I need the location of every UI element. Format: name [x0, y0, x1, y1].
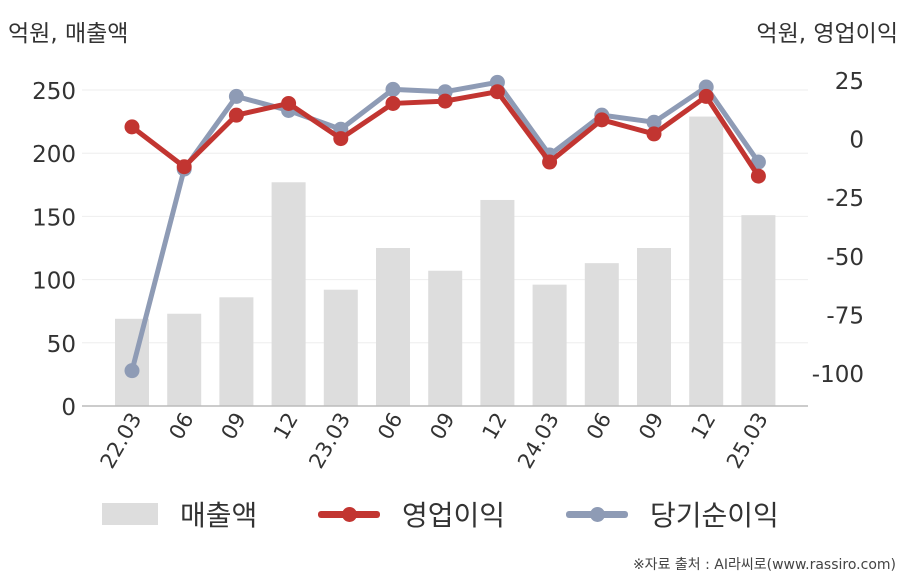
- left-axis-tick-label: 250: [32, 79, 76, 105]
- x-axis-tick-label: 12: [269, 409, 303, 444]
- left-axis-tick-label: 200: [32, 142, 76, 168]
- x-axis-tick-label: 12: [478, 409, 512, 444]
- left-axis-tick-label: 100: [32, 269, 76, 295]
- net-income-point: [385, 81, 401, 97]
- right-axis-tick-label: 0: [849, 128, 864, 154]
- x-axis-tick-label: 24.03: [513, 409, 564, 473]
- operating-income-point: [385, 95, 401, 111]
- operating-income-point: [646, 126, 662, 142]
- left-axis-unit-label: 억원, 매출액: [8, 21, 129, 47]
- net-income-legend-label: 당기순이익: [650, 499, 779, 532]
- operating-income-legend-label: 영업이익: [402, 499, 506, 532]
- source-note: ※자료 출처 : AI라씨로(www.rassiro.com): [632, 557, 896, 573]
- net-income-legend-swatch: [566, 503, 628, 525]
- operating-income-point: [594, 112, 610, 128]
- operating-income-point: [281, 95, 297, 111]
- operating-income-point: [542, 154, 558, 170]
- revenue-bar: [532, 284, 567, 406]
- x-axis-tick-label: 09: [425, 409, 459, 444]
- x-axis-tick-label: 06: [373, 409, 407, 444]
- revenue-bar: [584, 263, 619, 406]
- operating-income-point: [124, 119, 140, 135]
- revenue-bar: [376, 248, 410, 406]
- revenue-bar: [741, 215, 776, 406]
- revenue-bar: [428, 270, 463, 406]
- x-axis-tick-label: 25.03: [722, 409, 773, 473]
- right-axis-tick-label: -25: [826, 186, 864, 212]
- revenue-bar: [219, 297, 254, 406]
- net-income-point: [646, 114, 662, 130]
- right-axis-tick-label: -75: [826, 303, 864, 329]
- revenue-bar: [167, 313, 202, 406]
- x-axis-tick-label: 23.03: [304, 409, 355, 473]
- x-axis-tick-label: 06: [164, 409, 198, 444]
- revenue-legend-swatch: [102, 503, 158, 525]
- left-axis-tick-label: 50: [47, 332, 76, 358]
- operating-income-legend-swatch: [318, 503, 380, 525]
- operating-income-point: [333, 131, 349, 147]
- net-income-point: [750, 154, 766, 170]
- combo-chart: 0 50 100 150 200 250 -100 -75 -50 -25 0 25 22.03 06 09…: [32, 69, 864, 473]
- operating-income-point: [176, 159, 192, 175]
- legend-item-operating-income: 영업이익: [318, 494, 505, 534]
- right-axis-tick-label: 25: [835, 69, 864, 95]
- revenue-bar: [480, 199, 515, 406]
- operating-income-point: [750, 168, 766, 184]
- net-income-point: [228, 88, 244, 104]
- x-axis-tick-label: 09: [217, 409, 251, 444]
- legend-item-revenue: 매출액: [102, 494, 257, 534]
- x-axis-tick-label: 09: [634, 409, 668, 444]
- left-axis-tick-label: 150: [32, 205, 76, 231]
- revenue-bar: [323, 289, 358, 406]
- right-axis-tick-label: -100: [812, 362, 864, 388]
- revenue-legend-label: 매출액: [180, 499, 258, 532]
- operating-income-point: [698, 88, 714, 104]
- x-axis-tick-label: 12: [686, 409, 720, 444]
- right-axis-tick-label: -50: [826, 245, 864, 271]
- revenue-bar: [689, 116, 724, 406]
- legend-item-net-income: 당기순이익: [566, 494, 779, 534]
- x-axis-tick-label: 22.03: [95, 409, 146, 473]
- net-income-point: [124, 363, 140, 379]
- revenue-bar: [271, 182, 306, 406]
- operating-income-point: [489, 84, 505, 100]
- revenue-bar: [637, 248, 671, 406]
- x-axis-tick-label: 06: [582, 409, 616, 444]
- operating-income-point: [228, 107, 244, 123]
- left-axis-tick-label: 0: [61, 395, 76, 421]
- operating-income-point: [437, 93, 453, 109]
- right-axis-unit-label: 억원, 영업이익: [756, 21, 898, 47]
